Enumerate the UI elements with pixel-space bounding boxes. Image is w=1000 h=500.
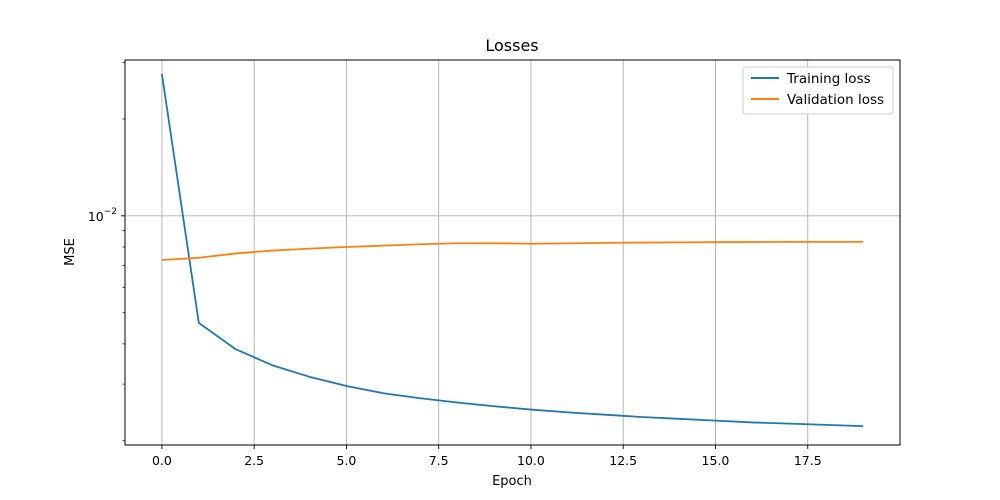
x-tick-label: 2.5 [244, 453, 264, 468]
series-line-training-loss [161, 73, 864, 428]
x-tick-label: 12.5 [609, 453, 637, 468]
x-tick-label: 17.5 [794, 453, 822, 468]
x-tick-label: 10.0 [517, 453, 545, 468]
x-axis-label: Epoch [492, 474, 532, 489]
series-line-validation-loss [161, 240, 864, 261]
x-tick-label: 15.0 [702, 453, 730, 468]
x-axis-ticks: 0.0 2.5 5.0 7.5 10.0 12.5 15.0 17.5 [152, 445, 822, 468]
series-lines [161, 73, 864, 428]
legend-label-training-loss: Training loss [786, 71, 871, 87]
chart-title: Losses [485, 36, 538, 55]
x-tick-label: 7.5 [429, 453, 449, 468]
x-tick-label: 0.0 [152, 453, 172, 468]
plot-frame [124, 59, 901, 446]
legend-box [742, 66, 894, 115]
legend-label-validation-loss: Validation loss [787, 92, 884, 108]
x-tick-label: 5.0 [336, 453, 356, 468]
y-axis-label: MSE [63, 238, 78, 266]
legend: Training loss Validation loss [742, 66, 894, 115]
